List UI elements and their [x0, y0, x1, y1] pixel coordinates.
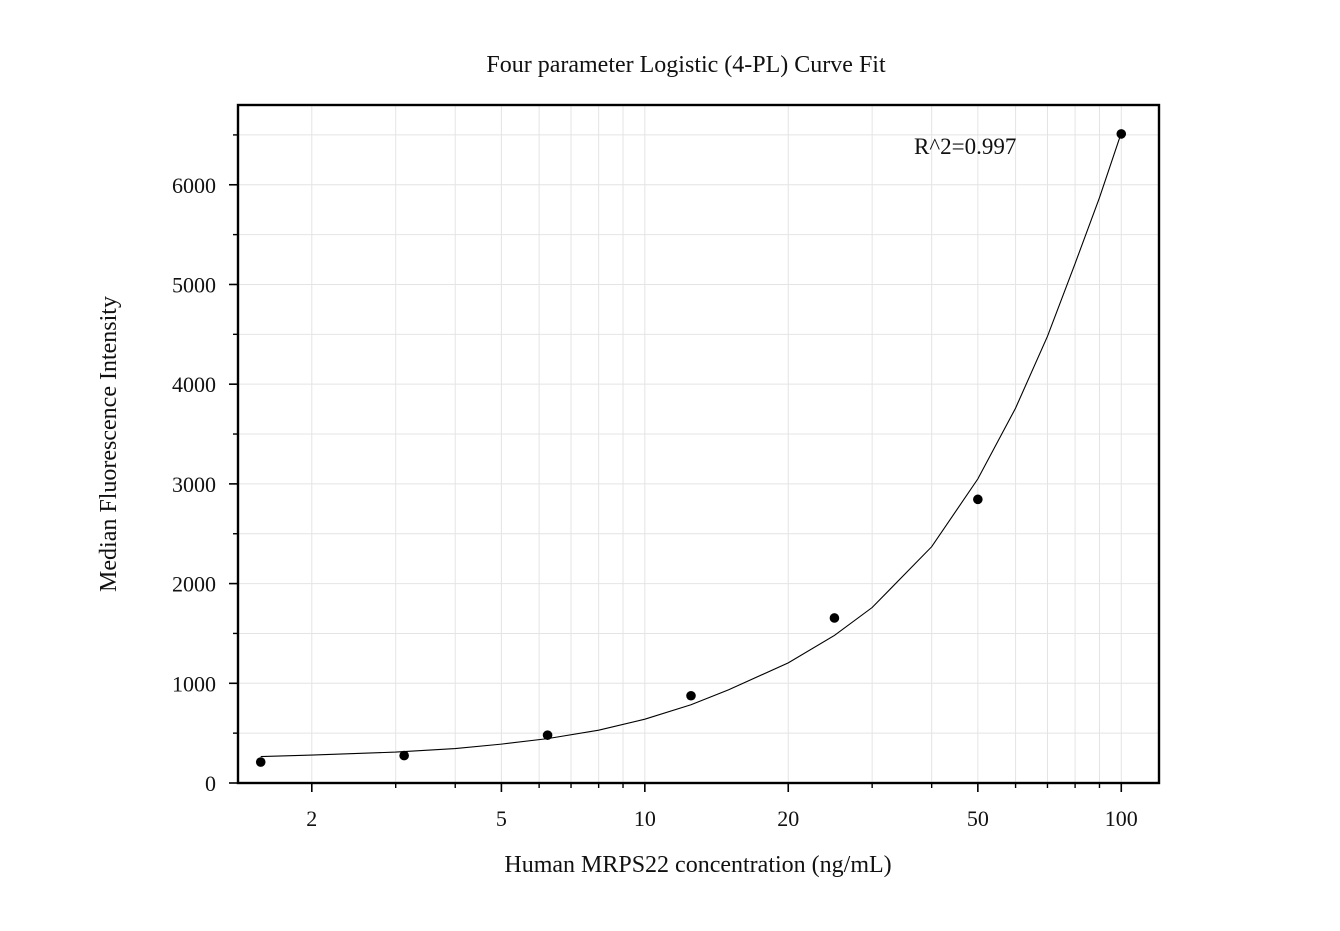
- x-tick-label: 20: [777, 806, 799, 831]
- data-point: [1116, 129, 1127, 139]
- x-axis: 2 5 10 20 50 100: [306, 783, 1138, 831]
- plot-frame: [236, 103, 1161, 785]
- fit-curve-layer: [260, 132, 1122, 758]
- chart-title: Four parameter Logistic (4-PL) Curve Fit: [486, 52, 886, 78]
- x-tick-label: 10: [634, 806, 656, 831]
- data-point: [399, 750, 409, 761]
- x-tick-label: 100: [1105, 806, 1138, 831]
- y-tick-label: 3000: [172, 472, 216, 497]
- y-tick-label: 1000: [172, 671, 216, 696]
- x-axis-title: Human MRPS22 concentration (ng/mL): [504, 852, 891, 878]
- fit-curve-line: [260, 132, 1122, 758]
- data-point: [255, 757, 266, 767]
- y-tick-label: 5000: [172, 272, 216, 297]
- y-tick-label: 0: [205, 771, 216, 796]
- y-tick-label: 2000: [172, 572, 216, 597]
- grid-layer: [238, 105, 1159, 783]
- x-tick-label: 5: [496, 806, 507, 831]
- y-tick-label: 6000: [172, 173, 216, 198]
- data-point: [829, 613, 840, 623]
- data-point: [686, 690, 696, 701]
- data-point: [542, 730, 553, 740]
- y-tick-label: 4000: [172, 372, 216, 397]
- x-tick-label: 50: [967, 806, 989, 831]
- y-axis: 0 1000 2000 3000 4000 5000 6000: [172, 173, 238, 796]
- data-point: [973, 494, 983, 505]
- y-axis-title: Median Fluorescence Intensity: [96, 296, 122, 592]
- annotation-r-squared: R^2=0.997: [914, 134, 1016, 159]
- data-points-layer: [255, 129, 1127, 767]
- x-tick-label: 2: [306, 806, 317, 831]
